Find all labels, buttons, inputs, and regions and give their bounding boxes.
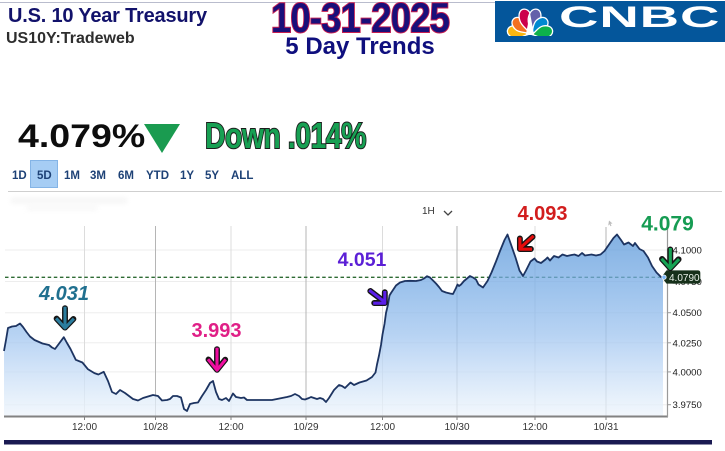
svg-text:3.9750: 3.9750	[673, 400, 702, 411]
svg-text:4.0790: 4.0790	[669, 273, 700, 284]
svg-text:4.051: 4.051	[338, 249, 387, 271]
svg-text:4.093: 4.093	[517, 203, 567, 225]
svg-text:10/30: 10/30	[444, 422, 469, 433]
svg-text:3.993: 3.993	[191, 320, 241, 342]
svg-text:12:00: 12:00	[522, 422, 547, 433]
svg-text:4.0000: 4.0000	[673, 367, 702, 378]
svg-text:4.1000: 4.1000	[673, 246, 702, 257]
svg-text:4.0250: 4.0250	[673, 338, 702, 349]
svg-text:4.079: 4.079	[641, 213, 694, 236]
svg-text:1H: 1H	[422, 206, 435, 217]
svg-text:10/28: 10/28	[143, 422, 168, 433]
svg-text:12:00: 12:00	[72, 422, 97, 433]
svg-text:4.031: 4.031	[38, 283, 89, 305]
svg-text:12:00: 12:00	[218, 422, 243, 433]
svg-text:10/29: 10/29	[293, 422, 318, 433]
svg-text:10/31: 10/31	[593, 422, 618, 433]
svg-text:4.0500: 4.0500	[673, 308, 702, 319]
svg-text:12:00: 12:00	[370, 422, 395, 433]
